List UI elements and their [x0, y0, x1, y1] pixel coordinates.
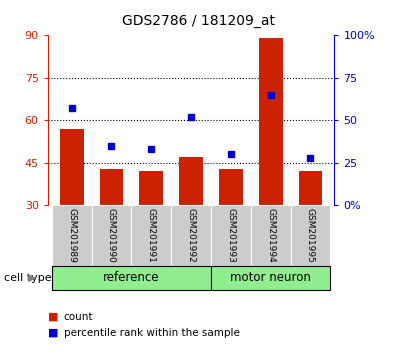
Text: GSM201995: GSM201995 — [306, 208, 315, 263]
Bar — [52, 266, 211, 290]
Text: ■: ■ — [48, 328, 58, 338]
Text: ▶: ▶ — [27, 273, 36, 283]
Text: motor neuron: motor neuron — [230, 272, 311, 284]
Text: ■: ■ — [48, 312, 58, 322]
Text: count: count — [64, 312, 93, 322]
Bar — [298, 171, 322, 205]
Bar — [92, 205, 131, 266]
Text: GDS2786 / 181209_at: GDS2786 / 181209_at — [123, 14, 275, 28]
Bar — [259, 38, 283, 205]
Bar — [219, 169, 243, 205]
Text: cell type: cell type — [4, 273, 52, 283]
Bar — [251, 205, 291, 266]
Text: GSM201989: GSM201989 — [67, 208, 76, 263]
Bar — [139, 171, 163, 205]
Text: GSM201990: GSM201990 — [107, 208, 116, 263]
Text: GSM201994: GSM201994 — [266, 208, 275, 263]
Bar — [100, 169, 123, 205]
Bar — [179, 157, 203, 205]
Bar — [291, 205, 330, 266]
Text: percentile rank within the sample: percentile rank within the sample — [64, 328, 240, 338]
Bar — [60, 129, 84, 205]
Bar — [52, 205, 92, 266]
Bar — [131, 205, 171, 266]
Bar — [171, 205, 211, 266]
Text: reference: reference — [103, 272, 160, 284]
Bar — [211, 266, 330, 290]
Bar — [211, 205, 251, 266]
Text: GSM201992: GSM201992 — [187, 208, 195, 263]
Text: GSM201993: GSM201993 — [226, 208, 235, 263]
Text: GSM201991: GSM201991 — [147, 208, 156, 263]
